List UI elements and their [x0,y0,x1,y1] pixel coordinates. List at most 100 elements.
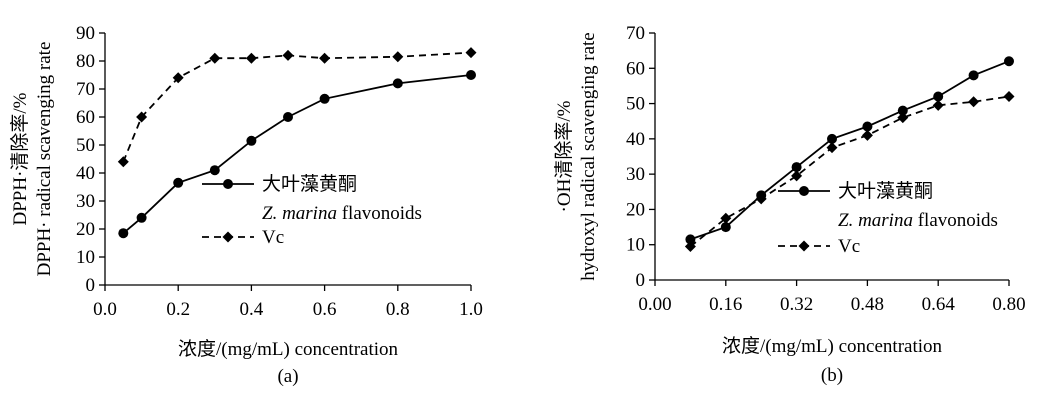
x-tick-label: 0.32 [780,294,813,315]
y-tick-label: 0 [86,275,96,296]
data-point [209,52,221,64]
y-tick-label: 90 [76,23,95,44]
data-point [136,111,148,123]
x-tick-label: 0.00 [638,294,671,315]
data-point [897,105,908,116]
data-point [136,212,147,223]
data-point [685,234,696,245]
data-point [173,177,184,188]
x-axis-label: 浓度/(mg/mL) concentration [178,338,399,360]
x-tick-label: 0.4 [240,299,264,320]
data-point [466,70,476,80]
x-tick-label: 0.64 [922,294,956,315]
x-tick-label: 0.6 [313,299,337,320]
legend-label-vc: Vc [262,227,284,248]
chart-panel-b: 0 10 20 30 40 50 60 70 0.00 0.16 0.32 0.48 0.64 0.80 ·… [553,23,1026,386]
data-point [827,133,837,144]
legend-marker-diamond [222,231,234,243]
data-point [209,165,220,176]
data-point [282,49,294,61]
y-tick-label: 60 [76,107,95,128]
y-tick-label: 10 [626,235,645,256]
data-point [465,47,477,59]
y-tick-label: 0 [636,270,646,291]
legend-species-name: Z. marina [262,203,337,224]
x-tick-label: 1.0 [459,299,483,320]
data-point [1003,91,1015,103]
series-line [689,95,1010,248]
y-axis-label-en: DPPH· radical scavenging rate [34,42,55,277]
x-tick-label: 0.16 [709,294,742,315]
series-flavonoids [118,70,476,239]
data-point [791,162,802,173]
series-vc [117,47,477,168]
y-tick-label: 20 [626,199,645,220]
legend-species-name: Z. marina [838,210,913,231]
legend: 大叶藻黄酮 Z. marina flavonoids Vc [202,173,422,248]
y-axis-label-en: hydroxyl radical scavenging rate [578,32,599,280]
y-tick-label: 30 [76,191,95,212]
y-tick-label: 50 [76,135,95,156]
data-point [117,156,129,168]
x-tick-label: 0.0 [93,299,117,320]
series-line [122,51,472,163]
y-tick-label: 70 [626,23,645,44]
legend-species-suffix: flavonoids [913,210,998,231]
y-axis-label-cn: DPPH·清除率/% [9,92,31,225]
data-point [245,52,257,64]
panel-label: (b) [821,365,843,386]
y-tick-label: 40 [76,163,95,184]
x-tick-label: 0.8 [386,299,410,320]
data-point [720,222,731,233]
data-point [392,78,403,89]
data-point [755,193,767,205]
series-vc [684,91,1015,252]
data-point [933,91,944,102]
data-point [172,72,184,84]
x-tick-label: 0.2 [166,299,190,320]
data-point [861,129,873,141]
y-tick-label: 20 [76,219,95,240]
data-point [720,212,732,224]
legend-label-vc: Vc [838,236,860,257]
legend: 大叶藻黄酮 Z. marina flavonoids Vc [778,180,998,257]
data-point [283,112,293,122]
data-point [826,142,838,154]
legend-label-cn: 大叶藻黄酮 [262,173,357,195]
x-tick-label: 0.80 [992,294,1025,315]
data-point [968,70,979,81]
legend-label-cn: 大叶藻黄酮 [838,180,933,202]
data-point [392,51,404,63]
y-tick-label: 40 [626,129,645,150]
data-point [246,135,257,146]
y-tick-label: 30 [626,164,645,185]
data-point [118,228,129,239]
data-point [968,96,980,108]
data-point [319,52,331,64]
legend-species-suffix: flavonoids [337,203,422,224]
data-point [1004,56,1014,67]
data-point [897,112,909,124]
y-tick-label: 60 [626,58,645,79]
data-point [791,170,803,182]
y-tick-label: 10 [76,247,95,268]
y-axis-label-cn: ·OH清除率/% [553,100,575,212]
y-tick-label: 80 [76,51,95,72]
legend-marker-diamond [798,240,810,252]
data-point [319,93,330,104]
chart-panel-a: 0 10 20 30 40 50 60 70 80 90 0.0 0.2 0.4 0.6 0.8 1.0 DPP… [9,23,483,387]
y-tick-label: 50 [626,94,645,115]
data-point [932,99,944,111]
panel-label: (a) [277,366,298,387]
series-line [690,60,1010,241]
x-axis-label: 浓度/(mg/mL) concentration [722,335,943,357]
legend-label-en: Z. marina flavonoids [838,210,998,231]
data-point [862,121,873,132]
legend-marker-circle [799,186,809,196]
legend-label-en: Z. marina flavonoids [262,203,422,224]
y-tick-label: 70 [76,79,95,100]
x-tick-label: 0.48 [851,294,884,315]
legend-marker-circle [223,179,233,189]
data-point [684,240,696,252]
